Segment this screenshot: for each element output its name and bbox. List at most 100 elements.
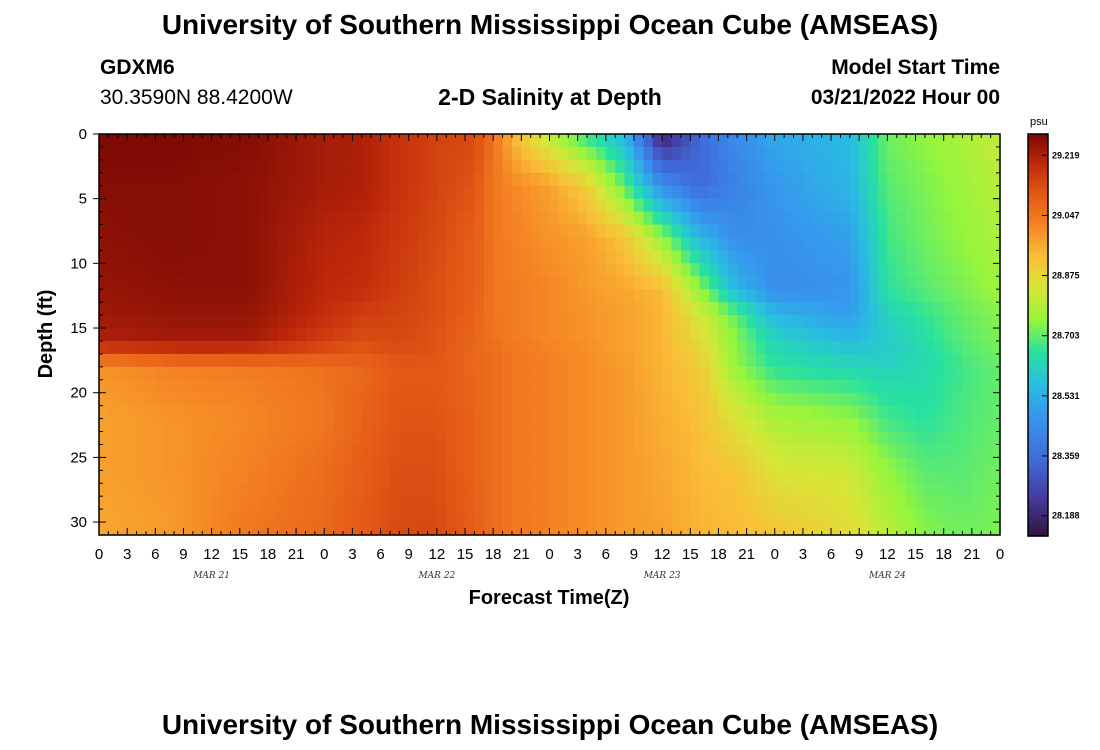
heatmap-cell — [896, 418, 907, 433]
heatmap-cell — [117, 509, 128, 523]
heatmap-cell — [868, 146, 879, 161]
heatmap-cell — [718, 263, 729, 277]
heatmap-cell — [202, 172, 213, 187]
heatmap-cell — [793, 418, 804, 433]
heatmap-cell — [662, 198, 673, 213]
heatmap-cell — [680, 483, 691, 497]
heatmap-cell — [155, 457, 166, 471]
heatmap-cell — [521, 211, 532, 226]
heatmap-cell — [840, 418, 851, 433]
colorbar-segment — [1028, 528, 1048, 532]
heatmap-cell — [418, 366, 429, 381]
heatmap-cell — [981, 522, 992, 536]
heatmap-cell — [934, 379, 945, 394]
x-date-label: MAR 21 — [192, 571, 230, 581]
heatmap-cell — [821, 263, 832, 277]
heatmap-cell — [643, 159, 654, 174]
heatmap-cell — [314, 483, 325, 497]
colorbar-segment — [1028, 199, 1048, 203]
heatmap-cell — [333, 328, 344, 342]
heatmap-cell — [493, 198, 504, 213]
heatmap-cell — [652, 470, 663, 484]
heatmap-cell — [324, 159, 335, 174]
heatmap-cell — [286, 418, 297, 433]
heatmap-cell — [727, 315, 738, 329]
heatmap-cell — [680, 224, 691, 239]
heatmap-cell — [436, 263, 447, 277]
heatmap-cell — [765, 315, 776, 329]
heatmap-cell — [502, 237, 513, 252]
heatmap-cell — [389, 353, 400, 368]
heatmap-cell — [389, 496, 400, 510]
heatmap-cell — [549, 340, 560, 355]
heatmap-cell — [455, 237, 466, 252]
heatmap-cell — [699, 483, 710, 497]
heatmap-cell — [258, 522, 269, 536]
heatmap-cell — [446, 224, 457, 239]
heatmap-cell — [155, 392, 166, 407]
heatmap-cell — [202, 250, 213, 264]
heatmap-cell — [155, 134, 166, 148]
heatmap-cell — [211, 431, 222, 446]
heatmap-cell — [558, 405, 569, 420]
heatmap-cell — [511, 366, 522, 381]
heatmap-cell — [502, 146, 513, 161]
heatmap-cell — [887, 522, 898, 536]
heatmap-cell — [699, 289, 710, 303]
heatmap-cell — [821, 392, 832, 407]
heatmap-cell — [183, 250, 194, 264]
heatmap-cell — [352, 211, 363, 226]
heatmap-cell — [502, 185, 513, 200]
heatmap-cell — [587, 211, 598, 226]
heatmap-cell — [446, 237, 457, 252]
heatmap-cell — [727, 522, 738, 536]
heatmap-cell — [793, 522, 804, 536]
heatmap-cell — [643, 340, 654, 355]
heatmap-cell — [99, 522, 109, 536]
heatmap-cell — [887, 353, 898, 368]
heatmap-cell — [831, 366, 842, 381]
heatmap-cell — [831, 379, 842, 394]
x-tick-label: 6 — [827, 546, 835, 563]
heatmap-cell — [155, 289, 166, 303]
heatmap-cell — [699, 405, 710, 420]
heatmap-cell — [859, 431, 870, 446]
heatmap-cell — [596, 172, 607, 187]
heatmap-cell — [465, 211, 476, 226]
heatmap-cell — [615, 237, 626, 252]
heatmap-cell — [971, 289, 982, 303]
heatmap-cell — [277, 496, 288, 510]
heatmap-cell — [192, 509, 203, 523]
heatmap-cell — [192, 198, 203, 213]
heatmap-cell — [521, 185, 532, 200]
heatmap-cell — [389, 328, 400, 342]
y-tick-label: 30 — [70, 514, 87, 531]
heatmap-cell — [249, 366, 260, 381]
heatmap-cell — [924, 289, 935, 303]
heatmap-cell — [877, 444, 888, 458]
heatmap-cell — [596, 340, 607, 355]
heatmap-cell — [990, 263, 1001, 277]
heatmap-cell — [117, 134, 128, 148]
heatmap-cell — [615, 328, 626, 342]
heatmap-cell — [483, 340, 494, 355]
heatmap-cell — [802, 185, 813, 200]
heatmap-cell — [446, 509, 457, 523]
heatmap-cell — [887, 315, 898, 329]
heatmap-cell — [755, 237, 766, 252]
heatmap-cell — [343, 315, 354, 329]
heatmap-cell — [465, 431, 476, 446]
heatmap-cell — [399, 328, 410, 342]
heatmap-cell — [765, 250, 776, 264]
heatmap-cell — [389, 379, 400, 394]
heatmap-cell — [286, 302, 297, 316]
heatmap-cell — [540, 289, 551, 303]
heatmap-cell — [174, 457, 185, 471]
heatmap-cell — [643, 444, 654, 458]
heatmap-cell — [596, 263, 607, 277]
heatmap-cell — [990, 496, 1001, 510]
heatmap-cell — [502, 289, 513, 303]
heatmap-cell — [793, 263, 804, 277]
heatmap-cell — [155, 509, 166, 523]
heatmap-cell — [540, 315, 551, 329]
